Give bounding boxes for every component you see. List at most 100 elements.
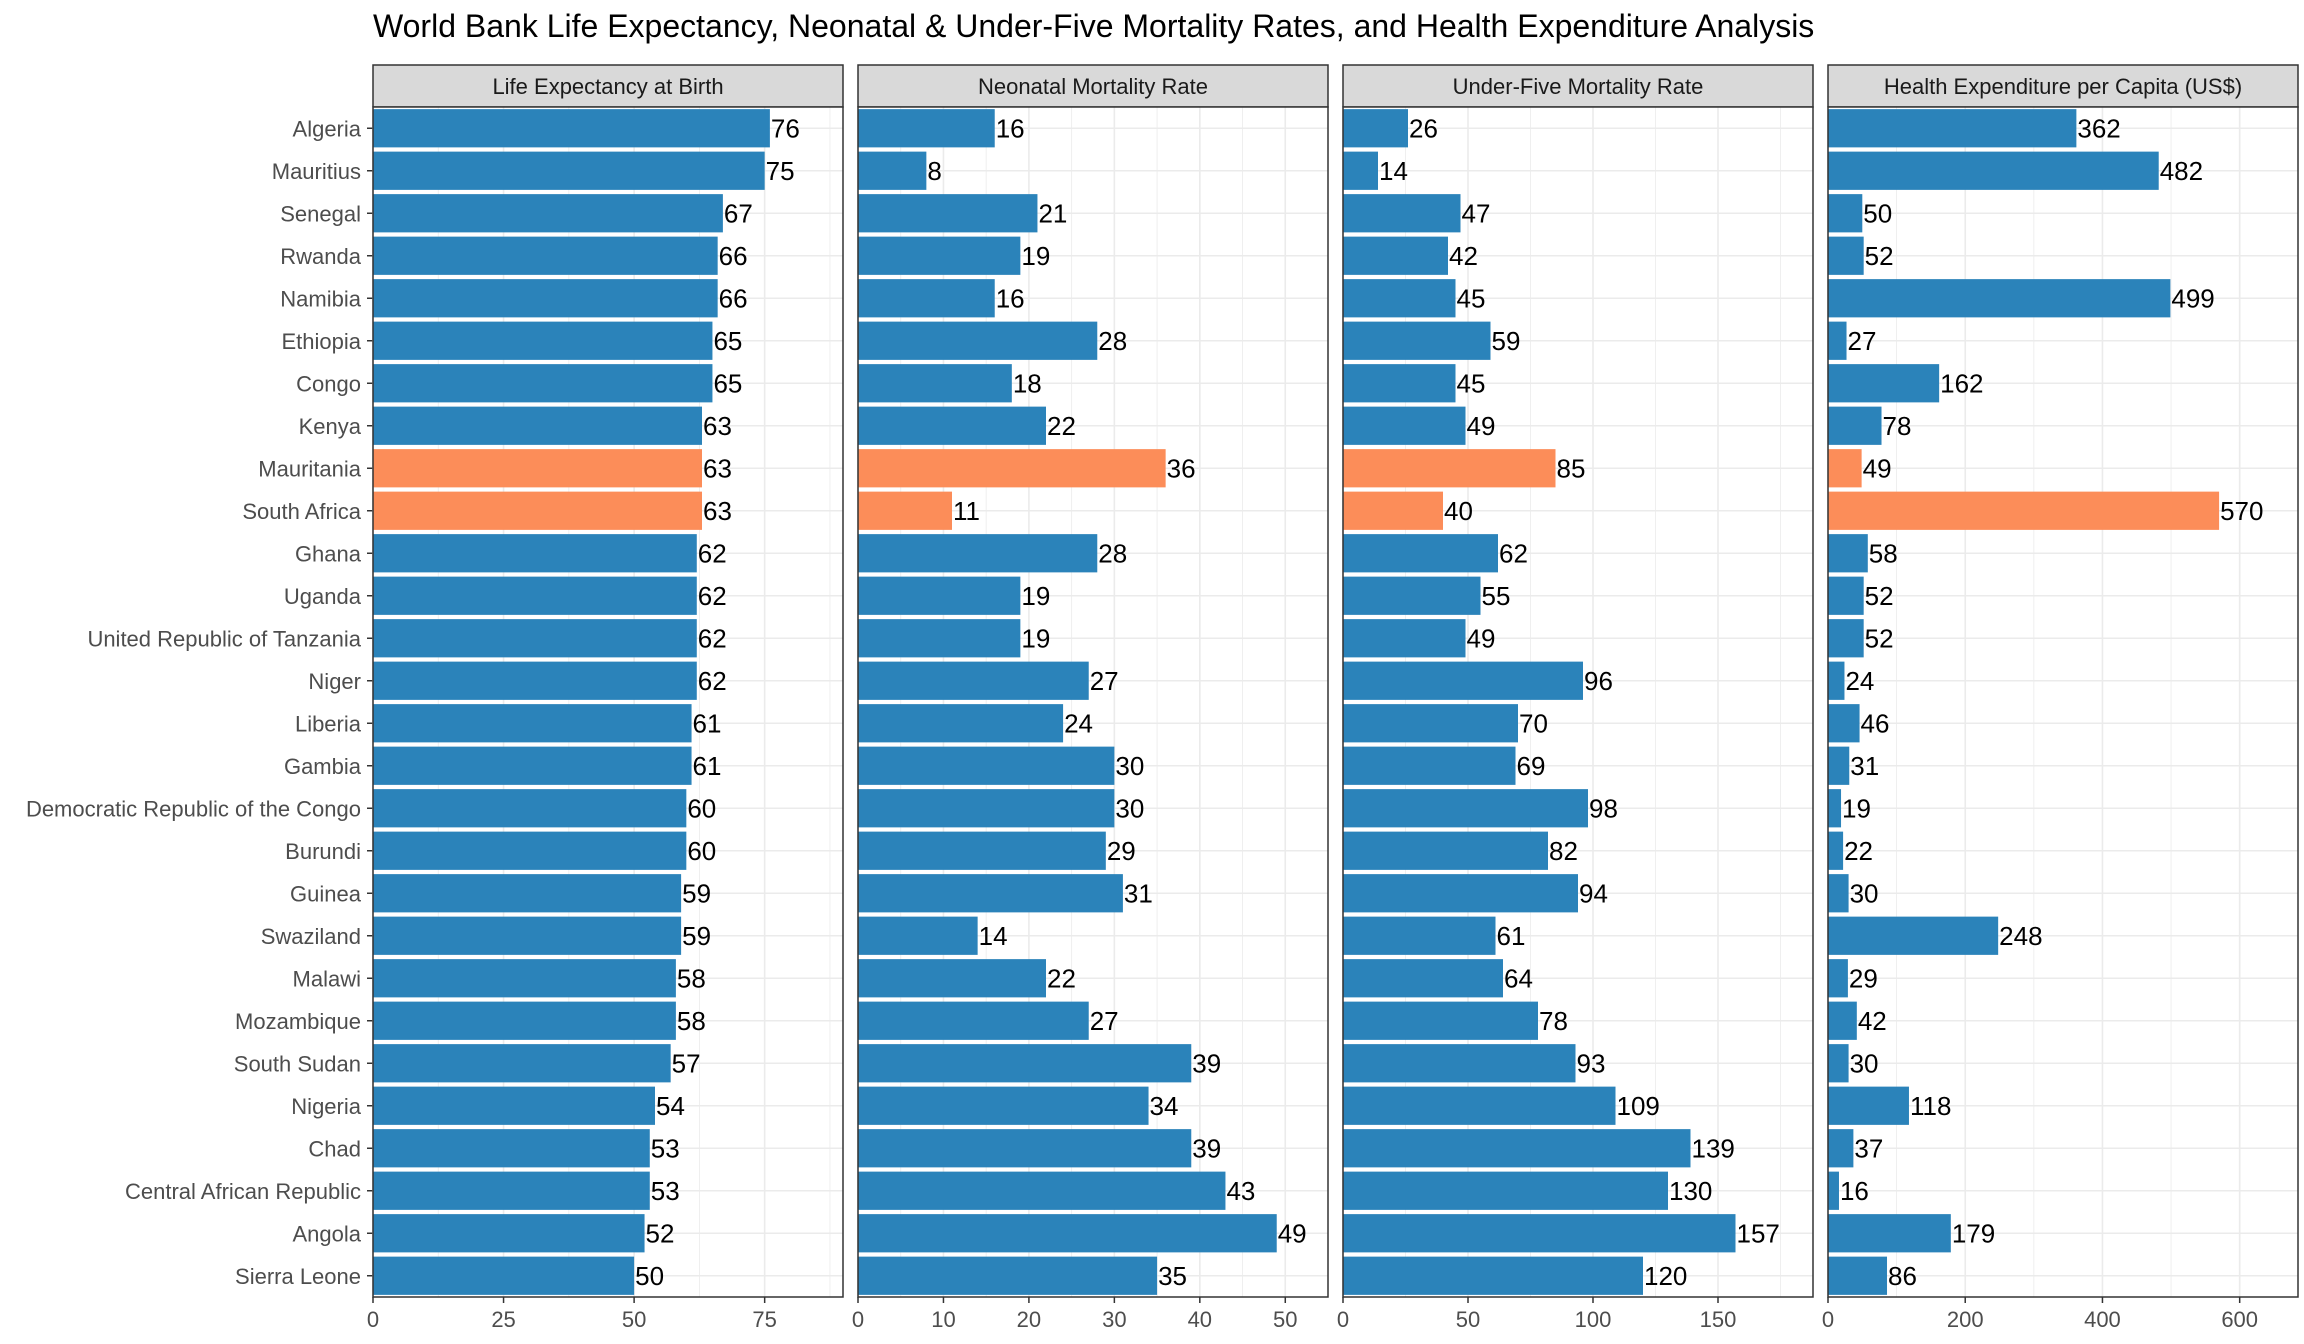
bar-health-expenditure-per-capita-us-gambia[interactable] [1828,746,1850,785]
bar-health-expenditure-per-capita-us-mozambique[interactable] [1828,1001,1857,1040]
bar-neonatal-mortality-rate-kenya[interactable] [858,406,1046,445]
bar-life-expectancy-at-birth-congo[interactable] [373,364,713,403]
bar-under-five-mortality-rate-algeria[interactable] [1343,109,1408,148]
bar-health-expenditure-per-capita-us-liberia[interactable] [1828,704,1860,743]
bar-under-five-mortality-rate-guinea[interactable] [1343,874,1578,913]
bar-neonatal-mortality-rate-south-sudan[interactable] [858,1044,1192,1083]
bar-life-expectancy-at-birth-central-african-republic[interactable] [373,1171,650,1210]
bar-life-expectancy-at-birth-chad[interactable] [373,1129,650,1168]
bar-neonatal-mortality-rate-sierra-leone[interactable] [858,1256,1158,1295]
bar-under-five-mortality-rate-angola[interactable] [1343,1214,1736,1253]
bar-neonatal-mortality-rate-south-africa[interactable] [858,491,952,530]
bar-under-five-mortality-rate-gambia[interactable] [1343,746,1516,785]
bar-under-five-mortality-rate-rwanda[interactable] [1343,236,1448,275]
bar-health-expenditure-per-capita-us-ethiopia[interactable] [1828,321,1847,360]
bar-neonatal-mortality-rate-senegal[interactable] [858,194,1038,233]
bar-life-expectancy-at-birth-south-sudan[interactable] [373,1044,671,1083]
bar-health-expenditure-per-capita-us-kenya[interactable] [1828,406,1882,445]
bar-neonatal-mortality-rate-rwanda[interactable] [858,236,1021,275]
bar-neonatal-mortality-rate-namibia[interactable] [858,279,995,318]
bar-life-expectancy-at-birth-ghana[interactable] [373,534,697,573]
bar-under-five-mortality-rate-ethiopia[interactable] [1343,321,1491,360]
bar-life-expectancy-at-birth-sierra-leone[interactable] [373,1256,635,1295]
bar-life-expectancy-at-birth-malawi[interactable] [373,959,676,998]
bar-neonatal-mortality-rate-mauritania[interactable] [858,449,1166,488]
bar-health-expenditure-per-capita-us-sierra-leone[interactable] [1828,1256,1888,1295]
bar-under-five-mortality-rate-senegal[interactable] [1343,194,1461,233]
bar-neonatal-mortality-rate-niger[interactable] [858,661,1089,700]
bar-under-five-mortality-rate-namibia[interactable] [1343,279,1456,318]
bar-life-expectancy-at-birth-angola[interactable] [373,1214,645,1253]
bar-life-expectancy-at-birth-democratic-republic-of-the-congo[interactable] [373,789,687,828]
bar-under-five-mortality-rate-mozambique[interactable] [1343,1001,1538,1040]
bar-life-expectancy-at-birth-south-africa[interactable] [373,491,702,530]
bar-under-five-mortality-rate-mauritania[interactable] [1343,449,1556,488]
bar-neonatal-mortality-rate-democratic-republic-of-the-congo[interactable] [858,789,1115,828]
bar-under-five-mortality-rate-ghana[interactable] [1343,534,1498,573]
bar-under-five-mortality-rate-nigeria[interactable] [1343,1086,1616,1125]
bar-under-five-mortality-rate-liberia[interactable] [1343,704,1518,743]
bar-neonatal-mortality-rate-gambia[interactable] [858,746,1115,785]
bar-neonatal-mortality-rate-swaziland[interactable] [858,916,978,955]
bar-life-expectancy-at-birth-senegal[interactable] [373,194,723,233]
bar-health-expenditure-per-capita-us-chad[interactable] [1828,1129,1854,1168]
bar-health-expenditure-per-capita-us-united-republic-of-tanzania[interactable] [1828,619,1864,658]
bar-neonatal-mortality-rate-burundi[interactable] [858,831,1106,870]
bar-under-five-mortality-rate-sierra-leone[interactable] [1343,1256,1643,1295]
bar-life-expectancy-at-birth-mauritius[interactable] [373,151,765,190]
bar-health-expenditure-per-capita-us-burundi[interactable] [1828,831,1844,870]
bar-health-expenditure-per-capita-us-south-sudan[interactable] [1828,1044,1849,1083]
bar-neonatal-mortality-rate-congo[interactable] [858,364,1012,403]
bar-under-five-mortality-rate-swaziland[interactable] [1343,916,1496,955]
bar-health-expenditure-per-capita-us-mauritius[interactable] [1828,151,2159,190]
bar-health-expenditure-per-capita-us-central-african-republic[interactable] [1828,1171,1839,1210]
bar-life-expectancy-at-birth-algeria[interactable] [373,109,770,148]
bar-life-expectancy-at-birth-swaziland[interactable] [373,916,682,955]
bar-neonatal-mortality-rate-nigeria[interactable] [858,1086,1149,1125]
bar-under-five-mortality-rate-congo[interactable] [1343,364,1456,403]
bar-neonatal-mortality-rate-algeria[interactable] [858,109,995,148]
bar-health-expenditure-per-capita-us-ghana[interactable] [1828,534,1868,573]
bar-under-five-mortality-rate-kenya[interactable] [1343,406,1466,445]
bar-life-expectancy-at-birth-niger[interactable] [373,661,697,700]
bar-neonatal-mortality-rate-malawi[interactable] [858,959,1046,998]
bar-under-five-mortality-rate-south-sudan[interactable] [1343,1044,1576,1083]
bar-neonatal-mortality-rate-central-african-republic[interactable] [858,1171,1226,1210]
bar-health-expenditure-per-capita-us-angola[interactable] [1828,1214,1951,1253]
bar-under-five-mortality-rate-uganda[interactable] [1343,576,1481,615]
bar-under-five-mortality-rate-niger[interactable] [1343,661,1583,700]
bar-health-expenditure-per-capita-us-algeria[interactable] [1828,109,2077,148]
bar-life-expectancy-at-birth-namibia[interactable] [373,279,718,318]
bar-neonatal-mortality-rate-liberia[interactable] [858,704,1064,743]
bar-life-expectancy-at-birth-uganda[interactable] [373,576,697,615]
bar-neonatal-mortality-rate-guinea[interactable] [858,874,1123,913]
bar-under-five-mortality-rate-malawi[interactable] [1343,959,1503,998]
bar-life-expectancy-at-birth-nigeria[interactable] [373,1086,655,1125]
bar-life-expectancy-at-birth-kenya[interactable] [373,406,702,445]
bar-neonatal-mortality-rate-ethiopia[interactable] [858,321,1098,360]
bar-under-five-mortality-rate-chad[interactable] [1343,1129,1691,1168]
bar-life-expectancy-at-birth-guinea[interactable] [373,874,682,913]
bar-under-five-mortality-rate-burundi[interactable] [1343,831,1548,870]
bar-life-expectancy-at-birth-mauritania[interactable] [373,449,702,488]
bar-life-expectancy-at-birth-rwanda[interactable] [373,236,718,275]
bar-health-expenditure-per-capita-us-niger[interactable] [1828,661,1845,700]
bar-health-expenditure-per-capita-us-guinea[interactable] [1828,874,1849,913]
bar-life-expectancy-at-birth-mozambique[interactable] [373,1001,676,1040]
bar-health-expenditure-per-capita-us-congo[interactable] [1828,364,1940,403]
bar-health-expenditure-per-capita-us-nigeria[interactable] [1828,1086,1909,1125]
bar-health-expenditure-per-capita-us-mauritania[interactable] [1828,449,1862,488]
bar-life-expectancy-at-birth-united-republic-of-tanzania[interactable] [373,619,697,658]
bar-health-expenditure-per-capita-us-uganda[interactable] [1828,576,1864,615]
bar-health-expenditure-per-capita-us-namibia[interactable] [1828,279,2171,318]
bar-neonatal-mortality-rate-uganda[interactable] [858,576,1021,615]
bar-under-five-mortality-rate-south-africa[interactable] [1343,491,1443,530]
bar-health-expenditure-per-capita-us-south-africa[interactable] [1828,491,2220,530]
bar-health-expenditure-per-capita-us-malawi[interactable] [1828,959,1848,998]
bar-neonatal-mortality-rate-mozambique[interactable] [858,1001,1089,1040]
bar-neonatal-mortality-rate-ghana[interactable] [858,534,1098,573]
bar-health-expenditure-per-capita-us-senegal[interactable] [1828,194,1863,233]
bar-neonatal-mortality-rate-mauritius[interactable] [858,151,927,190]
bar-life-expectancy-at-birth-burundi[interactable] [373,831,687,870]
bar-health-expenditure-per-capita-us-rwanda[interactable] [1828,236,1864,275]
